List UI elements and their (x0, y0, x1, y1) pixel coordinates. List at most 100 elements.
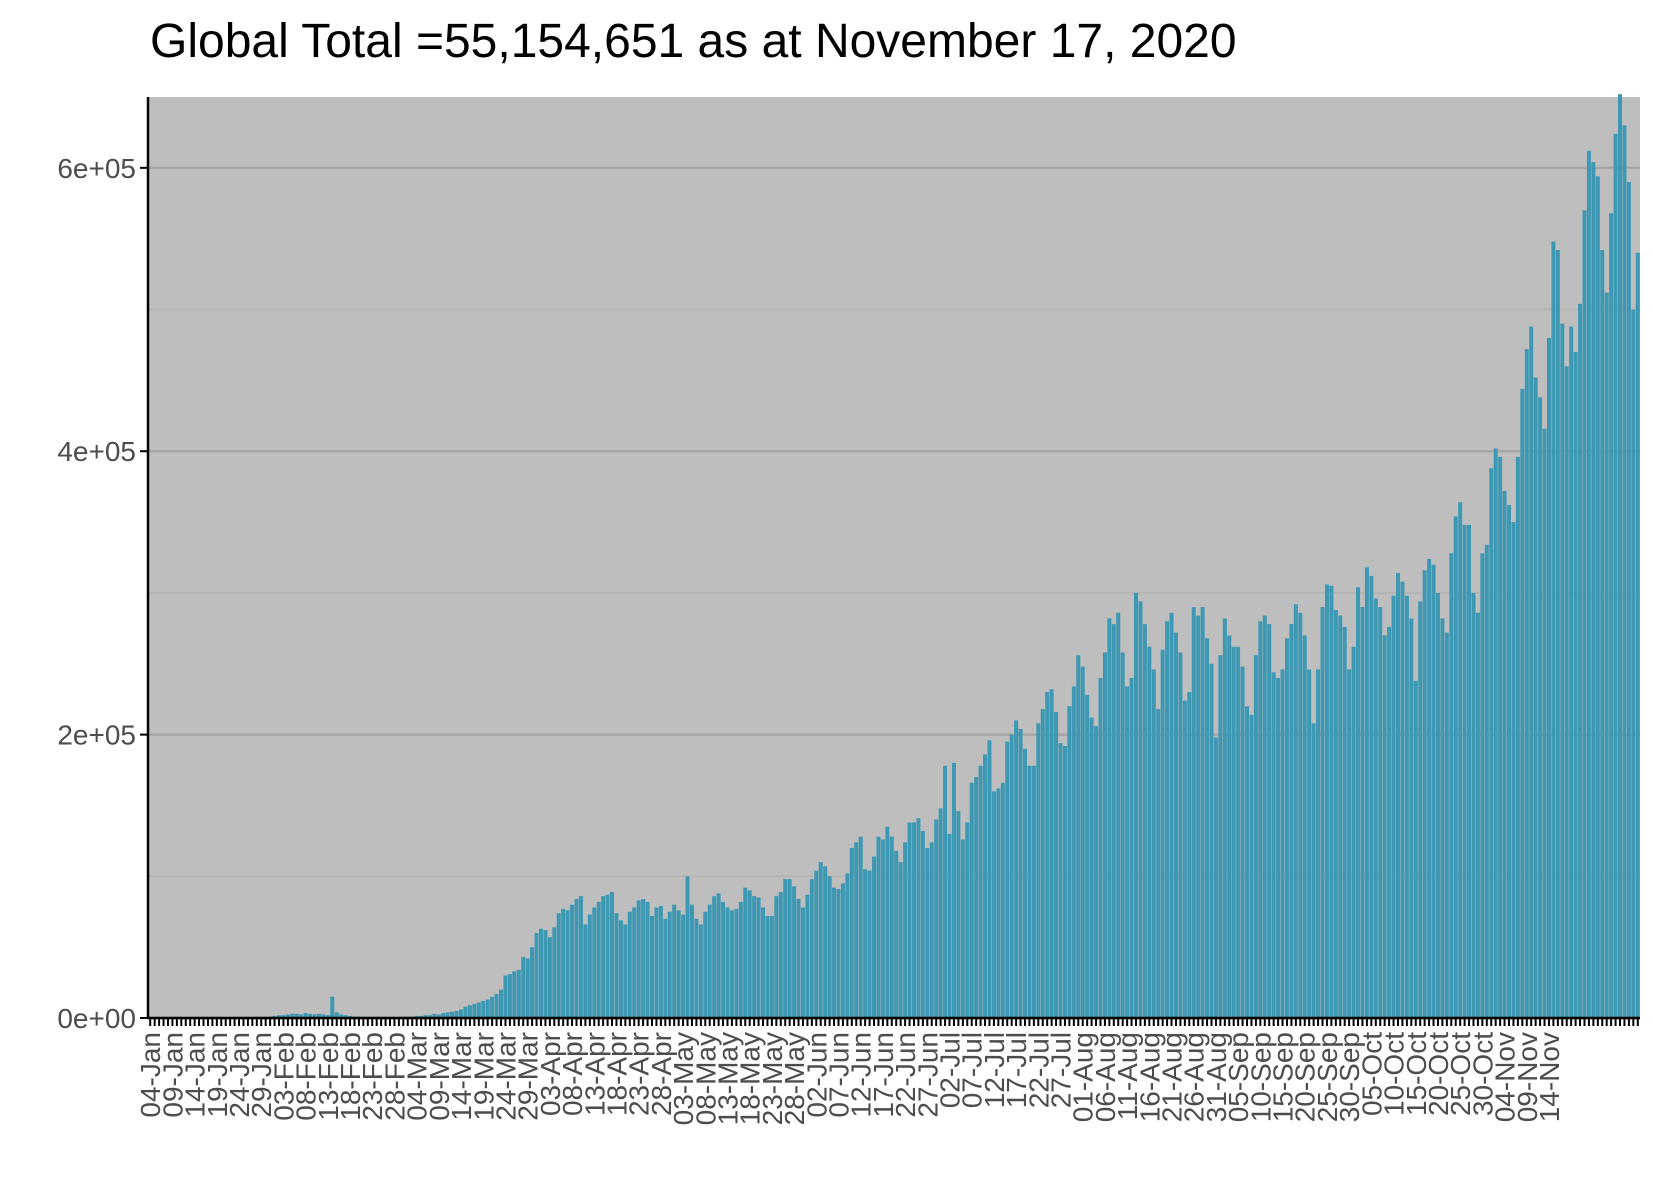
x-tick-label: 28-May (779, 1032, 810, 1125)
x-tick-label: 07-Jun (823, 1032, 854, 1118)
x-tick-label: 19-Mar (468, 1032, 499, 1121)
bar (561, 908, 566, 1018)
x-tick-label: 02-Jul (935, 1032, 966, 1108)
x-tick-label: 03-May (668, 1032, 699, 1125)
bar (876, 836, 881, 1018)
x-tick-label: 31-Aug (1201, 1032, 1232, 1122)
bar (667, 911, 672, 1018)
bar (725, 907, 730, 1018)
bar (1089, 717, 1094, 1018)
bar (960, 839, 965, 1018)
bar (1111, 624, 1116, 1018)
bar (441, 1013, 446, 1018)
bar (423, 1015, 428, 1018)
bar (681, 914, 686, 1018)
bar (1085, 694, 1090, 1018)
bar (1546, 337, 1551, 1018)
bar (1431, 564, 1436, 1018)
x-tick-label: 28-Apr (646, 1032, 677, 1116)
bar (534, 932, 539, 1018)
bar (738, 901, 743, 1018)
bar (1395, 573, 1400, 1018)
bar (1080, 666, 1085, 1018)
bar (601, 896, 606, 1018)
bar (943, 765, 948, 1018)
bar (880, 839, 885, 1018)
bar (658, 906, 663, 1018)
bar (1435, 592, 1440, 1018)
bar (1165, 621, 1170, 1018)
bar (1018, 728, 1023, 1018)
bar (463, 1006, 468, 1018)
bar (934, 819, 939, 1018)
bar (294, 1013, 299, 1018)
bar (445, 1012, 450, 1018)
bar (1351, 646, 1356, 1018)
bar (712, 896, 717, 1018)
bar (543, 930, 548, 1018)
bar (783, 879, 788, 1018)
x-tick-label: 27-Jul (1046, 1032, 1077, 1108)
bar (894, 850, 899, 1018)
bar (991, 791, 996, 1018)
bar (863, 869, 868, 1018)
bar (1591, 162, 1596, 1018)
bar (1613, 133, 1618, 1019)
bar (707, 904, 712, 1018)
bar (1298, 612, 1303, 1018)
bar (734, 908, 739, 1018)
x-tick-label: 18-Apr (601, 1032, 632, 1116)
x-tick-label: 18-May (735, 1032, 766, 1125)
x-tick-label: 05-Sep (1223, 1032, 1254, 1122)
bar (525, 958, 530, 1018)
bar (1222, 618, 1227, 1018)
bar (641, 898, 646, 1018)
bar (1449, 553, 1454, 1018)
bar (1249, 714, 1254, 1018)
bar (1209, 663, 1214, 1018)
bar (840, 883, 845, 1018)
bar (778, 891, 783, 1018)
bar (325, 1015, 330, 1018)
bar (1427, 558, 1432, 1018)
bar (1622, 125, 1627, 1019)
bar (1364, 567, 1369, 1018)
x-tick-label: 12-Jun (846, 1032, 877, 1118)
bar (459, 1009, 464, 1018)
bar (1289, 624, 1294, 1018)
bar (1307, 669, 1312, 1018)
bar (574, 898, 579, 1018)
bar (1196, 615, 1201, 1018)
bar (1187, 692, 1192, 1018)
bar (530, 947, 535, 1018)
bar (427, 1015, 432, 1018)
bar (836, 889, 841, 1018)
bar (334, 1012, 339, 1018)
bar (494, 993, 499, 1018)
bar (698, 924, 703, 1018)
bar (1626, 182, 1631, 1018)
bar (1529, 326, 1534, 1019)
bar (752, 896, 757, 1018)
x-tick-label: 14-Nov (1534, 1032, 1565, 1122)
bar (1116, 612, 1121, 1018)
bar (663, 918, 668, 1018)
chart-title: Global Total =55,154,651 as at November … (150, 15, 1237, 68)
bar (1218, 655, 1223, 1018)
bar (1258, 621, 1263, 1018)
bar (974, 777, 979, 1018)
x-tick-label: 24-Mar (490, 1032, 521, 1121)
x-tick-label: 25-Oct (1445, 1032, 1476, 1116)
bar (316, 1013, 321, 1018)
bar (849, 847, 854, 1018)
bar (485, 999, 490, 1018)
bar (467, 1005, 472, 1018)
x-tick-label: 21-Aug (1157, 1032, 1188, 1122)
x-tick-label: 01-Aug (1068, 1032, 1099, 1122)
bar (645, 901, 650, 1018)
bar (872, 856, 877, 1018)
bar (978, 765, 983, 1018)
x-tick-label: 06-Aug (1090, 1032, 1121, 1122)
bar (1022, 748, 1027, 1018)
bar (965, 822, 970, 1018)
